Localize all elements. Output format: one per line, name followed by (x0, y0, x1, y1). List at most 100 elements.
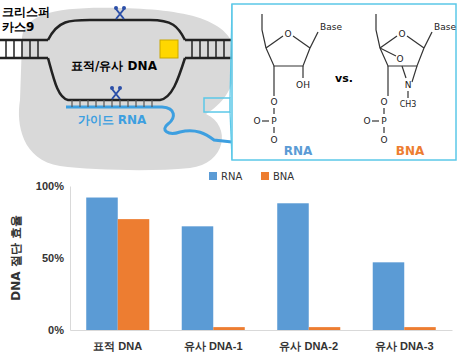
legend-swatch (261, 172, 269, 180)
bar (309, 327, 341, 330)
atom-label: O (380, 135, 387, 145)
base-pair (119, 100, 120, 107)
bars (86, 198, 436, 330)
bond (380, 48, 424, 66)
pam (160, 40, 178, 58)
base-pair (135, 100, 136, 107)
y-tick-label: 0% (48, 324, 64, 336)
atom-label: O (270, 135, 277, 145)
x-tick-label: 유사 DNA-2 (279, 340, 338, 352)
comparison-label: BNA (396, 144, 425, 158)
atom-label: N (405, 80, 412, 90)
cut-icon (114, 6, 118, 10)
x-tick-label: 유사 DNA-3 (375, 340, 434, 352)
cut-icon (118, 86, 122, 90)
bar (404, 327, 436, 330)
atom-label: Base (320, 22, 342, 32)
cut-icon (110, 86, 114, 90)
dna-label: 표적/유사 DNA (71, 59, 158, 73)
atom-label: O (398, 29, 405, 39)
legend-swatch (209, 172, 217, 180)
inset: BaseOOHOPOOBaseOONCH3OPOOvs.RNABNA (232, 4, 456, 160)
bar (182, 226, 214, 330)
y-tick: 100% (36, 180, 70, 192)
base-pair (151, 100, 152, 107)
base-pair (87, 100, 88, 107)
base-pair (111, 100, 112, 107)
x-axis-line (71, 330, 453, 331)
atom-label: O (363, 116, 370, 126)
x-axis: 표적 DNA 유사 DNA-1 유사 DNA-2 유사 DNA-3 (71, 330, 453, 352)
atom-label: O (380, 97, 387, 107)
base-pair (79, 100, 80, 107)
figure: 크리스퍼카스9표적/유사 DNA가이드 RNABaseOOHOPOOBaseOO… (0, 0, 460, 364)
bna-structure: BaseOONCH3OPOO (363, 14, 456, 145)
dna-strand (48, 20, 185, 40)
base-pair (29, 40, 31, 58)
y-axis: 0% 50% 100% (36, 180, 71, 336)
base-pair (71, 100, 72, 107)
base-pair (223, 40, 225, 58)
base-pair (13, 40, 15, 58)
atom-label: OH (296, 80, 310, 90)
bond (402, 66, 406, 78)
bar (118, 219, 150, 330)
atom-label: O (270, 97, 277, 107)
x-tick: 유사 DNA-1 (184, 330, 243, 352)
bar-series (118, 219, 436, 330)
bond (273, 127, 274, 133)
protein-label: 크리스퍼 (2, 5, 50, 19)
x-tick: 표적 DNA (93, 330, 142, 352)
bar (373, 262, 405, 330)
y-axis-line (70, 187, 71, 331)
base-pair (127, 100, 128, 107)
y-axis-title: DNA 절단 효율 (9, 215, 23, 301)
chart: 0% 50% 100% 표적 DNA 유사 DNA-1 유사 DNA-2 유사 DNA-3 D… (9, 171, 453, 352)
protein-label: 카스9 (2, 20, 34, 34)
base-pair (37, 40, 39, 58)
dna-strand (48, 58, 185, 100)
x-tick: 유사 DNA-2 (279, 330, 338, 352)
bond (412, 66, 417, 82)
bond (383, 127, 384, 133)
legend-label: RNA (221, 171, 242, 182)
legend-label: BNA (273, 171, 294, 182)
bond (380, 36, 397, 48)
y-tick-label: 100% (36, 180, 64, 192)
bar (86, 198, 118, 330)
bond (376, 14, 380, 48)
atom-label: O (284, 29, 291, 39)
base-pair (191, 40, 193, 58)
bond (273, 66, 274, 96)
atom-label: O (253, 116, 260, 126)
base-pair (215, 40, 217, 58)
cas9-protein (19, 8, 236, 171)
y-tick-label: 50% (42, 252, 64, 264)
y-tick: 50% (42, 252, 70, 264)
guide-label: 가이드 RNA (78, 113, 147, 127)
atom-label: O (396, 54, 403, 64)
bond (407, 91, 408, 98)
base-pair (199, 40, 201, 58)
bar (213, 327, 245, 330)
base-pair (103, 100, 104, 107)
bond (262, 14, 266, 48)
bond (372, 120, 379, 121)
x-tick-label: 표적 DNA (93, 340, 142, 352)
bond (302, 66, 303, 78)
x-tick-label: 유사 DNA-1 (184, 340, 243, 352)
dna-strand (0, 57, 48, 60)
bond (266, 36, 283, 48)
cut-site (114, 6, 126, 19)
rna-structure: BaseOOHOPOO (253, 14, 342, 145)
legend: RNA BNA (209, 171, 294, 182)
base-pair (5, 40, 7, 58)
atom-label: Base (434, 22, 456, 32)
cut-icon (112, 89, 120, 99)
base-pair (207, 40, 209, 58)
comparison-label: RNA (284, 144, 313, 158)
y-tick: 0% (48, 324, 70, 336)
inset-frame (232, 4, 456, 160)
bond (310, 32, 318, 48)
base-pair (21, 40, 23, 58)
